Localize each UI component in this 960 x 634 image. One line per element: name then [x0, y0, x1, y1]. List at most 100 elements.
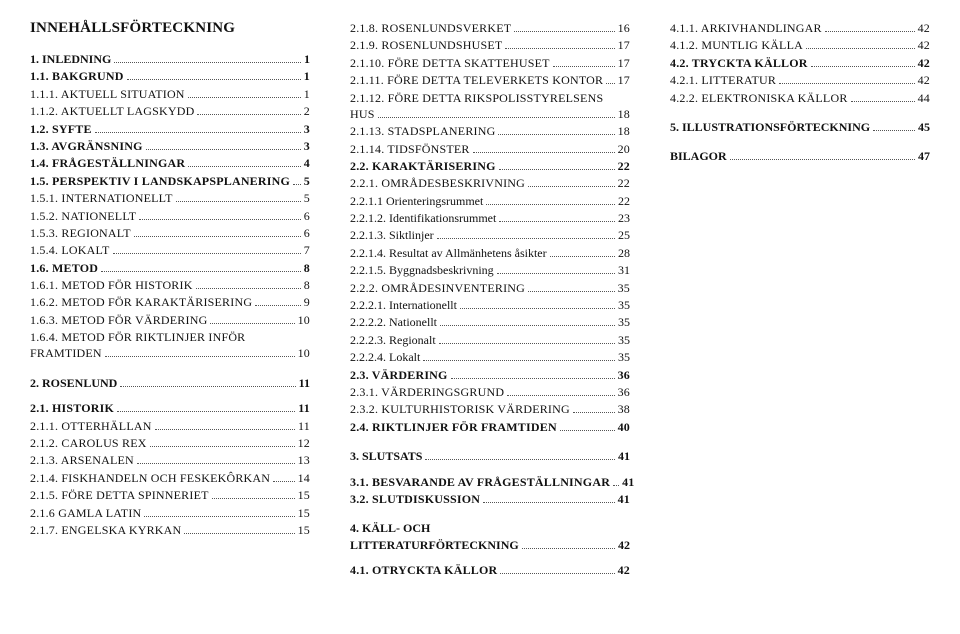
- toc-leader-dots: [528, 291, 615, 292]
- toc-label: 1.2. SYFTE: [30, 121, 92, 138]
- toc-label: LITTERATURFÖRTECKNING: [350, 537, 519, 554]
- toc-label: 2.2.1.4. Resultat av Allmänhetens åsikte…: [350, 245, 547, 262]
- toc-row: 2.1. HISTORIK11: [30, 400, 310, 417]
- toc-page-number: 22: [618, 175, 630, 192]
- toc-page-number: 22: [618, 193, 630, 210]
- toc-label: 2.1.12. FÖRE DETTA RIKSPOLISSTYRELSENS: [350, 90, 630, 106]
- toc-page-number: 22: [618, 158, 630, 175]
- toc-page-number: 45: [918, 119, 930, 136]
- toc-page-number: 14: [298, 470, 310, 487]
- toc-label: 2.2.1. OMRÅDESBESKRIVNING: [350, 175, 525, 192]
- toc-page-number: 35: [618, 314, 630, 331]
- toc-row: 5. ILLUSTRATIONSFÖRTECKNING45: [670, 119, 930, 136]
- toc-label: 2.3.1. VÄRDERINGSGRUND: [350, 384, 504, 401]
- toc-row: 1.3. AVGRÄNSNING3: [30, 138, 310, 155]
- toc-page-number: 12: [298, 435, 310, 452]
- toc-label: 1.1.1. AKTUELL SITUATION: [30, 86, 185, 103]
- toc-leader-dots: [210, 323, 294, 324]
- toc-leader-dots: [514, 31, 614, 32]
- toc-leader-dots: [507, 395, 614, 396]
- toc-label: 3. SLUTSATS: [350, 448, 422, 465]
- toc-gap: [350, 436, 630, 448]
- toc-row: 2.2.1.1 Orienteringsrummet22: [350, 193, 630, 210]
- toc-row: 3.1. BESVARANDE AV FRÅGESTÄLLNINGAR41: [350, 474, 630, 491]
- toc-label: 1.5.1. INTERNATIONELLT: [30, 190, 173, 207]
- toc-row: 2.1.13. STADSPLANERING18: [350, 123, 630, 140]
- toc-page-number: 41: [618, 448, 630, 465]
- toc-column-3: 4.1.1. ARKIVHANDLINGAR 42 4.1.2. MUNTLIG K…: [670, 20, 930, 579]
- toc-row: 2.4. RIKTLINJER FÖR FRAMTIDEN40: [350, 419, 630, 436]
- toc-leader-dots: [146, 149, 301, 150]
- toc-page-number: 42: [618, 562, 630, 579]
- toc-row: 2.2.1. OMRÅDESBESKRIVNING 22: [350, 175, 630, 192]
- toc-page-number: 6: [304, 208, 310, 225]
- toc-row: 1. INLEDNING1: [30, 51, 310, 68]
- toc-label: 4.1.1. ARKIVHANDLINGAR: [670, 20, 822, 37]
- toc-leader-dots: [155, 429, 295, 430]
- toc-page-number: 6: [304, 225, 310, 242]
- toc-page-number: 42: [918, 72, 930, 89]
- toc-row: 2.3.1. VÄRDERINGSGRUND36: [350, 384, 630, 401]
- toc-page-number: 35: [618, 280, 630, 297]
- toc-page-number: 20: [618, 141, 630, 158]
- toc-leader-dots: [425, 459, 615, 460]
- toc-label: 2.1.9. ROSENLUNDSHUSET: [350, 37, 502, 54]
- toc-label: 1.6.4. METOD FÖR RIKTLINJER INFÖR: [30, 329, 310, 345]
- toc-label: 2.3.2. KULTURHISTORISK VÄRDERING: [350, 401, 570, 418]
- toc-row: 2.1.8. ROSENLUNDSVERKET16: [350, 20, 630, 37]
- toc-leader-dots: [460, 308, 615, 309]
- toc-label: FRAMTIDEN: [30, 345, 102, 362]
- toc-label: 2.1. HISTORIK: [30, 400, 114, 417]
- toc-row: 1.5.1. INTERNATIONELLT5: [30, 190, 310, 207]
- toc-label: 2.1.8. ROSENLUNDSVERKET: [350, 20, 511, 37]
- toc-page-number: 41: [622, 474, 634, 491]
- toc-label: 2.2. KARAKTÄRISERING: [350, 158, 496, 175]
- toc-leader-dots: [113, 253, 301, 254]
- toc-leader-dots: [150, 446, 295, 447]
- toc-row: 1.5.4. LOKALT7: [30, 242, 310, 259]
- toc-row: 1.6. METOD8: [30, 260, 310, 277]
- toc-page-number: 31: [618, 262, 630, 279]
- toc-gap: [30, 363, 310, 375]
- toc-label: 3.1. BESVARANDE AV FRÅGESTÄLLNINGAR: [350, 474, 610, 491]
- toc-label: 2.1.11. FÖRE DETTA TELEVERKETS KONTOR: [350, 72, 603, 89]
- toc-page-number: 8: [304, 260, 310, 277]
- toc-leader-dots: [451, 378, 615, 379]
- toc-leader-dots: [134, 236, 301, 237]
- toc-row: 1.1.2. AKTUELLT LAGSKYDD2: [30, 103, 310, 120]
- toc-page-number: 17: [618, 55, 630, 72]
- toc-leader-dots: [825, 31, 915, 32]
- toc-label: 1.5. PERSPEKTIV I LANDSKAPSPLANERING: [30, 173, 290, 190]
- toc-leader-dots: [196, 288, 301, 289]
- toc-leader-dots: [212, 498, 295, 499]
- toc-label: 4.1.2. MUNTLIG KÄLLA: [670, 37, 803, 54]
- toc-row: 3. SLUTSATS 41: [350, 448, 630, 465]
- toc-leader-dots: [105, 356, 295, 357]
- toc-leader-dots: [873, 130, 915, 131]
- toc-row: 1.5. PERSPEKTIV I LANDSKAPSPLANERING5: [30, 173, 310, 190]
- toc-leader-dots: [137, 463, 295, 464]
- toc-row: 2.2.2.1. Internationellt35: [350, 297, 630, 314]
- toc-label: 4.1. OTRYCKTA KÄLLOR: [350, 562, 497, 579]
- toc-row: 2.2.2.2. Nationellt35: [350, 314, 630, 331]
- toc-page-number: 15: [298, 505, 310, 522]
- toc-label: 2.1.13. STADSPLANERING: [350, 123, 495, 140]
- toc-leader-dots: [497, 273, 615, 274]
- toc-label: 4. KÄLL- OCH: [350, 520, 630, 536]
- toc-leader-dots: [499, 221, 615, 222]
- toc-row: 1.5.2. NATIONELLT6: [30, 208, 310, 225]
- toc-row: 2.1.6 GAMLA LATIN 15: [30, 505, 310, 522]
- toc-label: 2.1.5. FÖRE DETTA SPINNERIET: [30, 487, 209, 504]
- toc-page-number: 9: [304, 294, 310, 311]
- toc-row: 1.1.1. AKTUELL SITUATION1: [30, 86, 310, 103]
- toc-label: 2.4. RIKTLINJER FÖR FRAMTIDEN: [350, 419, 557, 436]
- toc-label: 2.1.7. ENGELSKA KYRKAN: [30, 522, 181, 539]
- toc-leader-dots: [483, 502, 614, 503]
- toc-label: 1.1. BAKGRUND: [30, 68, 124, 85]
- toc-page-number: 11: [298, 418, 310, 435]
- toc-page-number: 17: [618, 37, 630, 54]
- toc-page-number: 8: [304, 277, 310, 294]
- toc-label: 2.2.2.4. Lokalt: [350, 349, 420, 366]
- toc-leader-dots: [114, 62, 301, 63]
- toc-label: 2.1.6 GAMLA LATIN: [30, 505, 141, 522]
